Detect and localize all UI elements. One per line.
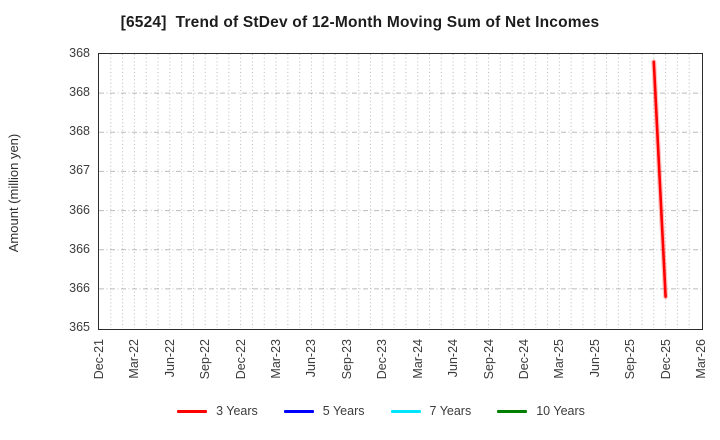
legend-item-3-years: 3 Years — [177, 404, 258, 418]
series-line-3-years — [652, 60, 667, 298]
legend-label-5-years: 5 Years — [322, 404, 365, 418]
y-axis-label: Amount (million yen) — [6, 133, 21, 253]
chart-title: [6524] Trend of StDev of 12-Month Moving… — [120, 14, 600, 31]
x-tick-label: Dec-25 — [658, 339, 673, 380]
legend-label-3-years: 3 Years — [216, 404, 258, 418]
x-tick-label: Mar-23 — [269, 339, 284, 379]
x-tick-label: Dec-23 — [375, 339, 390, 380]
y-tick-label: 368 — [69, 85, 90, 100]
x-tick-label: Mar-26 — [694, 339, 708, 379]
x-tick-label: Mar-22 — [127, 339, 142, 379]
legend-item-10-years: 10 Years — [497, 404, 585, 418]
x-tick-label: Dec-21 — [92, 339, 106, 380]
legend-line-swatch-5-years — [283, 409, 314, 413]
x-tick-label: Jun-22 — [162, 339, 177, 378]
x-tick-label: Dec-22 — [233, 339, 248, 380]
legend-label-10-years: 10 Years — [536, 404, 585, 418]
x-tick-label: Sep-25 — [623, 339, 638, 380]
x-tick-label: Sep-22 — [198, 339, 213, 380]
x-tick-label: Mar-25 — [552, 339, 567, 379]
x-tick-label: Sep-24 — [481, 339, 496, 380]
x-tick-label: Jun-23 — [304, 339, 319, 378]
legend-line-swatch-7-years — [390, 409, 421, 413]
plot-canvas — [99, 54, 701, 328]
x-tick-label: Jun-24 — [446, 339, 461, 378]
y-tick-label: 366 — [69, 241, 90, 256]
y-tick-label: 365 — [69, 320, 90, 334]
legend-line-swatch-3-years — [177, 409, 208, 413]
y-tick-label: 366 — [69, 202, 90, 217]
y-tick-label: 367 — [69, 163, 90, 178]
x-tick-label: Dec-24 — [516, 339, 531, 380]
legend: 3 Years 5 Years 7 Years 10 Years — [21, 404, 720, 418]
y-tick-label: 366 — [69, 280, 90, 295]
x-tick-label: Mar-24 — [410, 339, 425, 379]
legend-line-swatch-10-years — [497, 409, 528, 413]
legend-item-5-years: 5 Years — [283, 404, 365, 418]
x-tick-label: Sep-23 — [339, 339, 354, 380]
y-tick-label: 368 — [69, 46, 90, 60]
legend-label-7-years: 7 Years — [429, 404, 472, 418]
y-tick-label: 368 — [69, 124, 90, 139]
legend-item-7-years: 7 Years — [390, 404, 472, 418]
x-tick-label: Jun-25 — [587, 339, 602, 378]
plot-area — [98, 53, 703, 330]
